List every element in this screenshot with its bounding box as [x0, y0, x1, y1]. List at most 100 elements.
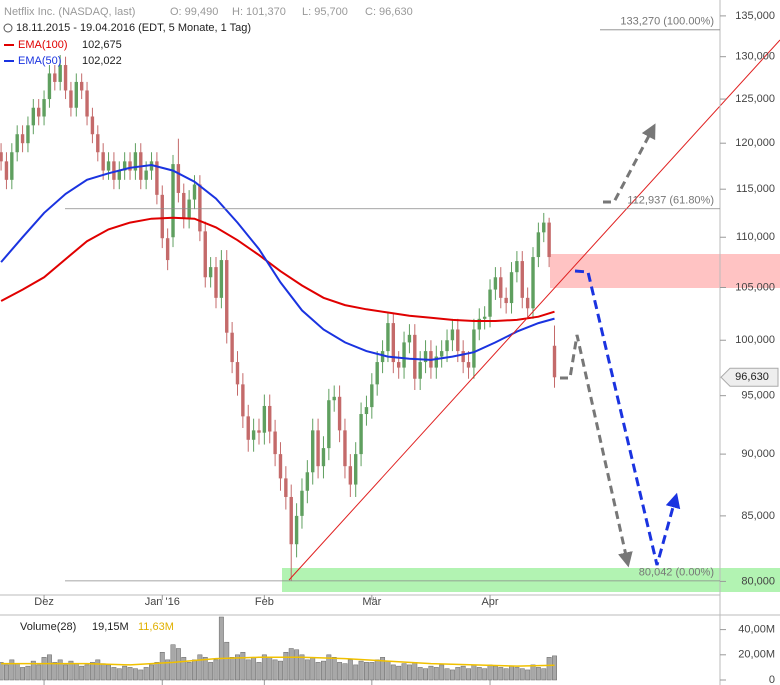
candle-body: [192, 184, 197, 200]
volume-bar: [235, 654, 240, 681]
candle-body: [482, 316, 487, 319]
volume-bar: [14, 663, 20, 681]
volume-bar: [455, 667, 461, 681]
candle-body: [203, 231, 207, 278]
volume-bar: [57, 659, 63, 681]
candle-body: [418, 362, 422, 379]
last-price-label: 96,630: [735, 371, 769, 383]
arrow-down-grey: [560, 334, 633, 568]
volume-bar: [519, 668, 525, 681]
candle-body: [434, 356, 438, 368]
candle-body: [402, 342, 406, 368]
volume-bar: [132, 668, 138, 681]
header-ohlc: O: 99,490: [170, 6, 218, 18]
y-tick-label: 95,000: [741, 390, 775, 402]
volume-bar: [541, 668, 547, 681]
volume-bar: [288, 648, 294, 681]
header-ohlc: L: 95,700: [302, 6, 348, 18]
candle-body: [542, 222, 546, 233]
candle-body: [370, 384, 374, 408]
volume-bar: [181, 657, 187, 681]
ema-line: [0, 163, 555, 361]
volume-bar: [315, 662, 321, 681]
volume-bar: [267, 657, 273, 681]
volume-bar: [25, 665, 31, 681]
volume-bar: [439, 664, 445, 681]
volume-bar: [283, 652, 289, 681]
candle-body: [294, 515, 299, 545]
volume-bar: [79, 665, 85, 681]
volume-bar: [261, 654, 267, 681]
volume-bar: [412, 662, 418, 681]
candle-body: [493, 277, 498, 290]
volume-bar: [337, 662, 343, 681]
volume-bar: [84, 664, 90, 681]
candle-body: [214, 267, 218, 298]
volume-bar: [353, 664, 359, 681]
volume-bar: [0, 662, 4, 681]
candle-body: [58, 65, 62, 82]
candle-body: [4, 161, 9, 180]
volume-bar: [3, 664, 9, 681]
volume-bar: [304, 659, 310, 681]
volume-bar: [240, 652, 246, 681]
candle-body: [160, 194, 164, 239]
volume-average: 11,63M: [138, 621, 174, 633]
volume-bar: [347, 659, 353, 681]
candle-body: [509, 272, 514, 304]
candle-body: [504, 297, 508, 304]
candle-body: [278, 454, 283, 479]
candle-body: [337, 396, 342, 431]
volume-bar: [192, 659, 197, 681]
candle-body: [552, 345, 557, 378]
candle-body: [96, 134, 100, 153]
volume-bar: [509, 665, 514, 681]
candle-body: [79, 81, 84, 91]
candle-body: [69, 90, 73, 108]
volume-bar: [428, 665, 434, 681]
volume-bar: [449, 669, 455, 681]
volume-bar: [401, 663, 407, 681]
volume-bar: [46, 654, 52, 681]
candle-body: [327, 400, 331, 449]
candle-body: [42, 99, 46, 117]
candle-body: [15, 134, 19, 153]
fib-level-label: 112,937 (61.80%): [627, 195, 714, 207]
volume-bar: [116, 668, 122, 681]
volume-bar: [326, 654, 332, 681]
candle-body: [423, 351, 428, 363]
volume-bar: [165, 659, 171, 681]
candle-body: [171, 164, 175, 238]
candle-body: [396, 362, 401, 368]
volume-bar: [224, 641, 230, 681]
arrow-blue: [574, 269, 681, 566]
candle-body: [359, 414, 363, 455]
volume-bar: [482, 668, 488, 681]
volume-bar: [122, 665, 128, 681]
candle-body: [262, 405, 267, 433]
volume-bar: [149, 664, 154, 681]
candle-body: [461, 351, 465, 363]
ema-line: [0, 216, 555, 322]
candle-body: [289, 496, 293, 545]
volume-bar: [251, 657, 257, 681]
volume-bar: [423, 668, 429, 681]
candle-body: [155, 161, 159, 195]
volume-bar: [535, 667, 541, 681]
candle-body: [268, 405, 272, 432]
volume-bar: [466, 668, 471, 681]
volume-bar: [127, 667, 133, 681]
y-tick-label: 100,000: [735, 334, 775, 346]
y-tick-label: 20,00M: [738, 649, 775, 661]
volume-bar: [159, 652, 165, 681]
candle-body: [176, 164, 181, 193]
candle-body: [26, 125, 30, 144]
candle-body: [477, 318, 481, 330]
volume-bar: [143, 667, 149, 681]
volume-bar: [106, 664, 111, 681]
candle-body: [332, 396, 336, 401]
resistance-zone: [550, 254, 780, 288]
volume-average-line: [1, 656, 555, 667]
support-zone: [282, 568, 780, 592]
